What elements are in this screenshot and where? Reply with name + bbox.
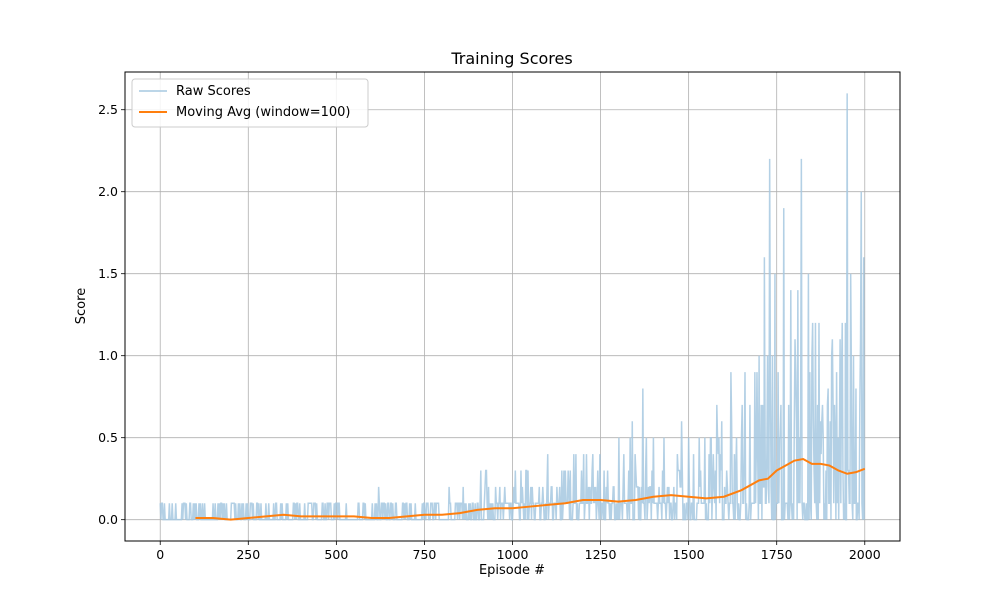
y-tick-label: 2.0 (98, 184, 118, 199)
moving-average-line (195, 457, 866, 521)
x-tick-label: 250 (236, 547, 260, 562)
x-axis-label: Episode # (479, 563, 545, 578)
y-tick-label: 1.0 (98, 348, 118, 363)
moving-average-series (195, 457, 866, 521)
x-tick-label: 1750 (761, 547, 793, 562)
y-axis-label: Score (74, 288, 89, 324)
legend-label-raw: Raw Scores (176, 84, 251, 99)
x-tick-label: 500 (324, 547, 348, 562)
legend-label-avg: Moving Avg (window=100) (176, 105, 350, 120)
x-tick-label: 2000 (849, 547, 881, 562)
chart-title: Training Scores (450, 49, 572, 68)
legend-box (131, 78, 369, 128)
y-tick-label: 0.5 (98, 430, 118, 445)
raw-scores-series (159, 93, 865, 521)
x-tick-label: 1000 (497, 547, 529, 562)
y-tick-label: 1.5 (98, 266, 118, 281)
raw-scores-line (159, 93, 865, 521)
y-tick-label: 0.0 (98, 512, 118, 527)
y-tick-label: 2.5 (98, 102, 118, 117)
legend: Raw Scores Moving Avg (window=100) (131, 78, 369, 128)
x-tick-label: 1500 (673, 547, 705, 562)
x-tick-label: 1250 (585, 547, 617, 562)
axis-ticks: 0 250 500 750 1000 1250 1500 1750 2000 0.0 0.5 1.0 1… (98, 102, 881, 562)
x-tick-label: 750 (413, 547, 437, 562)
x-tick-label: 0 (156, 547, 164, 562)
